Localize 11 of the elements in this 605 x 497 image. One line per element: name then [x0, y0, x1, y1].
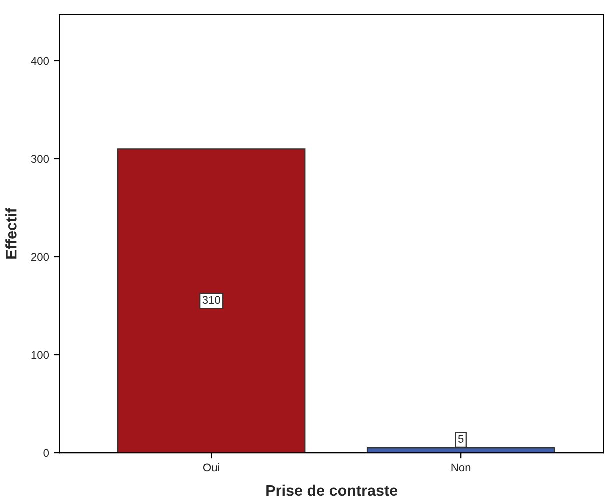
x-axis-title: Prise de contraste [266, 484, 398, 496]
y-tick-label: 0 [44, 449, 50, 458]
x-tick-label: Non [452, 464, 471, 472]
y-tick-label: 200 [32, 253, 50, 262]
data-label: 310 [202, 296, 220, 304]
data-label: 5 [458, 435, 464, 443]
y-axis-title: Effectif [6, 208, 17, 259]
y-tick-label: 400 [31, 57, 50, 66]
x-tick-label: Oui [203, 463, 220, 472]
y-tick-label: 300 [31, 155, 50, 164]
y-tick-label: 100 [32, 351, 50, 360]
